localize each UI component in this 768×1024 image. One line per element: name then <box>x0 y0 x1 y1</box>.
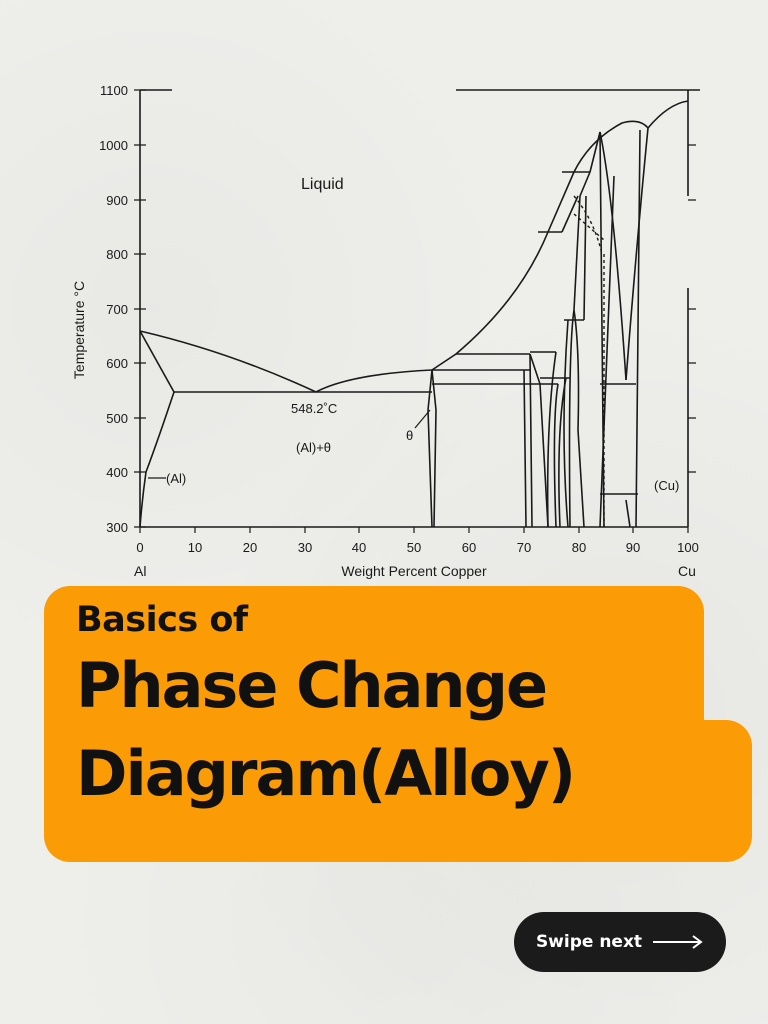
y-tick-1100: 1100 <box>100 83 128 98</box>
y-tick-700: 700 <box>106 302 128 317</box>
label-al-phase: (Al) <box>166 471 186 486</box>
label-al-theta: (Al)+θ <box>296 440 331 455</box>
title-line-2: Diagram(Alloy) <box>76 737 576 810</box>
theta-leader-line <box>414 409 431 429</box>
y-tick-900: 900 <box>106 193 128 208</box>
label-liquid: Liquid <box>301 176 344 193</box>
x-tick-40: 40 <box>352 540 366 555</box>
x-tick-0: 0 <box>136 540 143 555</box>
x-tick-20: 20 <box>243 540 257 555</box>
y-tick-500: 500 <box>106 411 128 426</box>
title-line-1: Phase Change <box>76 649 548 722</box>
diagram-axes <box>134 89 700 533</box>
y-tick-600: 600 <box>106 356 128 371</box>
y-tick-300: 300 <box>106 520 128 535</box>
x-axis-title: Weight Percent Copper <box>341 563 487 579</box>
label-theta: θ <box>406 428 413 443</box>
title-kicker: Basics of <box>76 600 248 640</box>
swipe-next-label: Swipe next <box>535 932 643 952</box>
phase-boundaries <box>139 100 689 528</box>
y-tick-1000: 1000 <box>99 138 128 153</box>
x-tick-80: 80 <box>572 540 586 555</box>
title-card <box>44 586 704 862</box>
label-eutectic-temp: 548.2˚C <box>291 401 337 416</box>
y-axis-tick-labels: 1100 1000 900 800 700 600 500 400 300 <box>99 83 128 535</box>
title-card-extension <box>650 720 752 862</box>
x-tick-60: 60 <box>462 540 476 555</box>
y-tick-800: 800 <box>106 247 128 262</box>
x-left-element: Al <box>134 563 146 579</box>
x-tick-30: 30 <box>298 540 312 555</box>
x-axis-tick-labels: 0 10 20 30 40 50 60 70 80 90 100 <box>136 540 698 555</box>
x-tick-70: 70 <box>517 540 531 555</box>
x-right-element: Cu <box>678 563 696 579</box>
y-tick-400: 400 <box>106 465 128 480</box>
label-cu-phase: (Cu) <box>654 478 679 493</box>
y-axis-title: Temperature °C <box>71 281 87 379</box>
title-text: Basics of Phase Change Diagram(Alloy) <box>76 598 576 818</box>
x-tick-100: 100 <box>677 540 699 555</box>
phase-diagram: 1100 1000 900 800 700 600 500 400 300 0 … <box>71 83 700 579</box>
arrow-right-icon <box>652 934 704 950</box>
x-tick-50: 50 <box>407 540 421 555</box>
x-tick-10: 10 <box>188 540 202 555</box>
x-tick-90: 90 <box>626 540 640 555</box>
swipe-next-button[interactable]: Swipe next <box>514 912 726 972</box>
